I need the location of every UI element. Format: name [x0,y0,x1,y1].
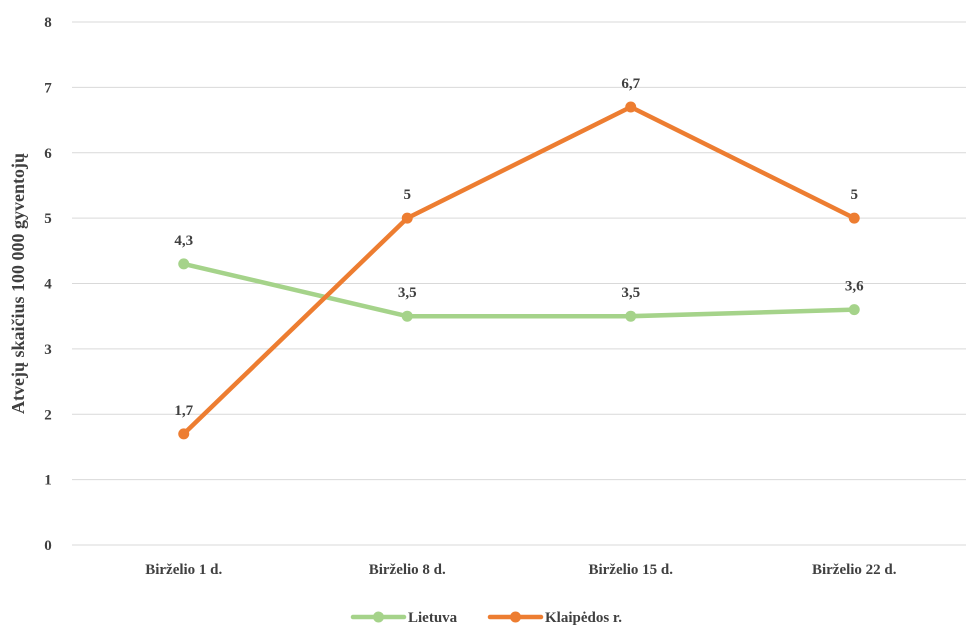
data-label: 3,5 [398,285,417,301]
y-axis-ticks: 0 1 2 3 4 5 6 7 8 [44,15,52,554]
x-axis-ticks: Birželio 1 d. Birželio 8 d. Birželio 15 d.… [145,562,897,578]
x-tick-label: Birželio 15 d. [588,562,673,578]
series-line [181,261,857,319]
data-point [625,101,637,113]
data-label: 6,7 [621,76,640,92]
y-tick-label: 6 [44,146,52,162]
data-point [401,310,413,322]
data-point [178,258,190,270]
x-tick-label: Birželio 1 d. [145,562,222,578]
data-point [401,212,413,224]
legend: Lietuva Klaipėdos r. [350,610,622,626]
data-label: 3,5 [621,285,640,301]
x-tick-label: Birželio 8 d. [369,562,446,578]
legend-swatch-marker [510,611,521,623]
legend-label: Klaipėdos r. [545,610,622,626]
y-tick-label: 3 [44,342,52,358]
series-layer: 4,3 3,5 3,5 3,6 1,7 5 6,7 5 [174,76,864,440]
x-tick-label: Birželio 22 d. [812,562,897,578]
y-tick-label: 2 [44,407,52,423]
data-label: 4,3 [174,233,193,249]
y-tick-label: 0 [44,538,52,554]
legend-label: Lietuva [408,610,458,626]
y-tick-label: 7 [44,80,52,96]
series-0: 4,3 3,5 3,5 3,6 [174,233,864,322]
data-point [848,304,860,316]
y-tick-label: 1 [44,473,52,489]
legend-swatch-marker [373,611,384,623]
series-1: 1,7 5 6,7 5 [174,76,860,440]
legend-item: Klaipėdos r. [487,610,622,626]
data-label: 5 [404,187,412,203]
y-axis-title: Atvejų skaičius 100 000 gyventojų [8,153,28,414]
data-point [178,428,190,440]
data-label: 5 [851,187,859,203]
series-line [181,104,857,437]
legend-item: Lietuva [350,610,458,626]
data-point [848,212,860,224]
y-tick-label: 4 [44,277,52,293]
y-tick-label: 5 [44,211,52,227]
data-label: 1,7 [174,403,193,419]
gridlines [72,21,966,546]
data-label: 3,6 [845,279,864,295]
data-point [625,310,637,322]
y-tick-label: 8 [44,15,52,31]
